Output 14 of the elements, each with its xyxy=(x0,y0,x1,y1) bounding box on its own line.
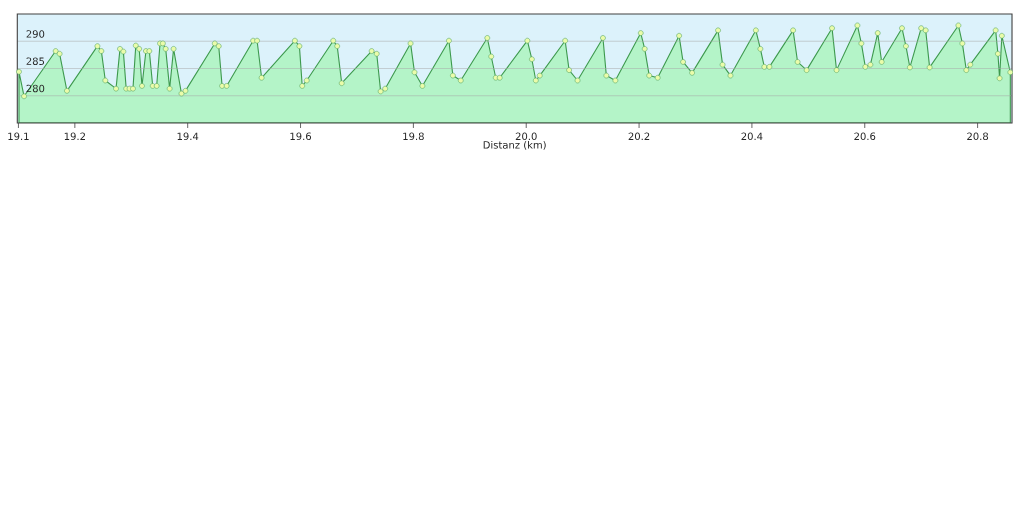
x-tick-label: 20.0 xyxy=(515,132,537,141)
x-tick-label: 20.8 xyxy=(967,132,989,141)
x-tick-label: 19.4 xyxy=(177,132,199,141)
x-tick-label: 19.8 xyxy=(403,132,424,141)
y-tick-label: 280 xyxy=(26,84,45,93)
x-tick-label: 20.6 xyxy=(854,132,876,141)
x-tick-label: 20.4 xyxy=(741,132,763,141)
y-tick-label: 290 xyxy=(26,30,45,38)
x-axis-title: Distanz (km) xyxy=(483,140,546,150)
y-tick-label: 285 xyxy=(26,57,45,65)
x-tick-label: 19.1 xyxy=(8,132,29,141)
x-tick-label: 19.2 xyxy=(64,132,85,141)
x-tick-label: 20.2 xyxy=(628,132,650,141)
x-tick-label: 19.6 xyxy=(290,132,312,141)
